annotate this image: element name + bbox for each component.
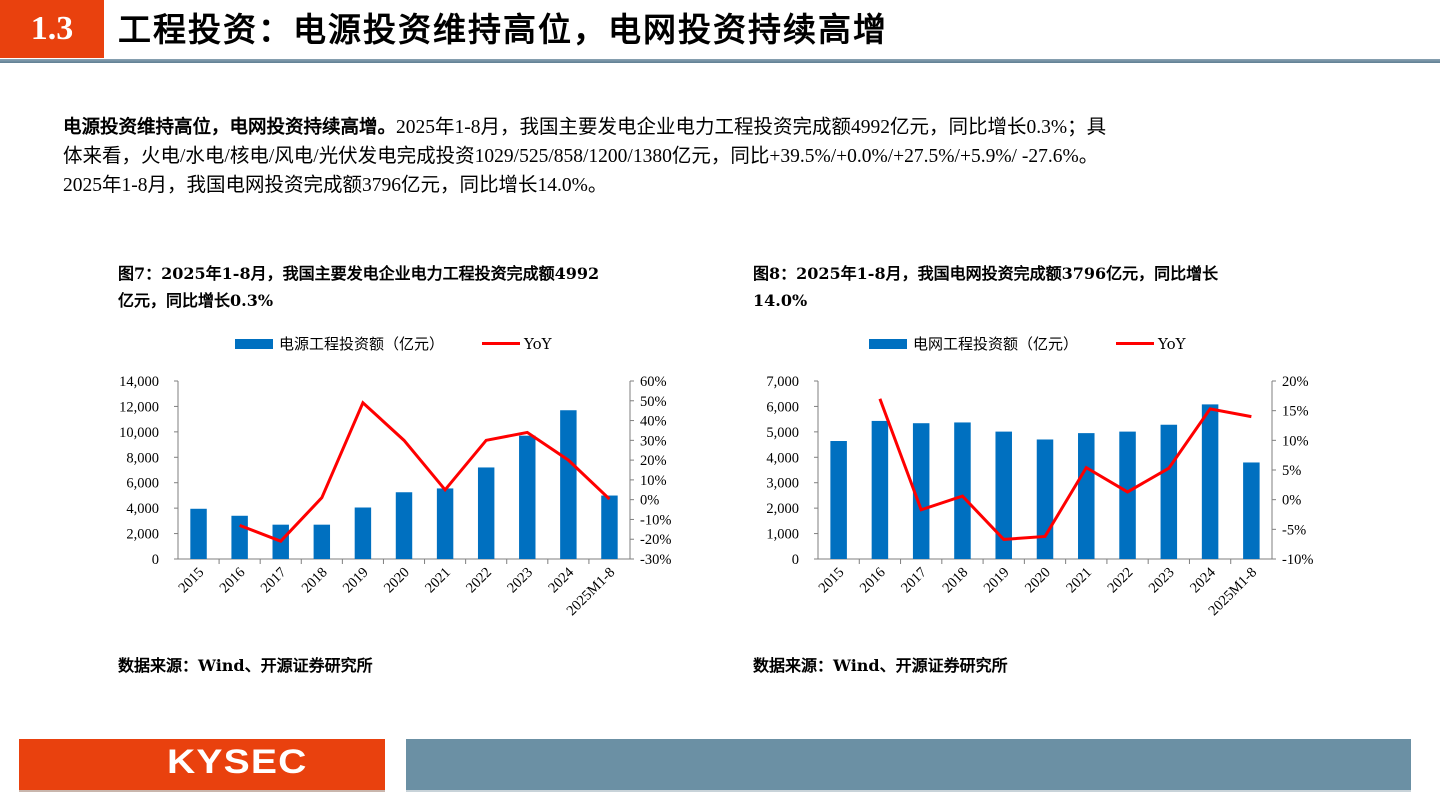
x-tick-label: 2021 xyxy=(422,565,454,597)
y2-tick-label: 15% xyxy=(1282,404,1309,420)
bar xyxy=(1201,404,1219,559)
y2-tick-label: 30% xyxy=(640,433,667,449)
legend-bar-swatch xyxy=(235,338,273,349)
x-tick-label: 2016 xyxy=(217,565,249,597)
x-tick-label: 2022 xyxy=(463,565,495,597)
x-tick-label: 2020 xyxy=(1022,565,1054,597)
summary-line-3: 2025年1-8月，我国电网投资完成额3796亿元，同比增长14.0%。 xyxy=(63,175,608,196)
y-tick-label: 6,000 xyxy=(126,476,159,492)
bar xyxy=(1119,431,1136,559)
y2-tick-label: 0% xyxy=(1282,493,1301,509)
y2-tick-label: -10% xyxy=(1282,552,1313,568)
y-tick-label: 5,000 xyxy=(766,425,799,441)
y2-tick-label: 40% xyxy=(640,414,667,430)
bar xyxy=(436,488,454,559)
figure-7-source: 数据来源：Wind、开源证券研究所 xyxy=(118,656,373,675)
bar xyxy=(313,524,331,559)
y-tick-label: 6,000 xyxy=(766,399,799,415)
y2-tick-label: 0% xyxy=(640,493,659,509)
y2-tick-label: -30% xyxy=(640,552,671,568)
y2-tick-label: 20% xyxy=(640,453,667,469)
y-tick-label: 14,000 xyxy=(119,374,159,390)
bar xyxy=(1160,424,1178,559)
x-tick-label: 2020 xyxy=(381,565,413,597)
figure-7-chart: 0 2,000 4,000 6,000 8,000 10,000 12,000 14,000 -… xyxy=(119,374,671,619)
bar xyxy=(995,431,1012,559)
summary-line-1: 电源投资维持高位，电网投资持续高增。2025年1-8月，我国主要发电企业电力工程… xyxy=(63,117,1107,138)
bar xyxy=(1036,439,1054,559)
x-tick-label: 2018 xyxy=(939,565,971,597)
page-title: 工程投资：电源投资维持高位，电网投资持续高增 xyxy=(118,10,888,49)
x-tick-label: 2015 xyxy=(816,565,848,597)
figure-8-chart: 0 1,000 2,000 3,000 4,000 5,000 6,000 7,000 -10%… xyxy=(766,374,1313,619)
y2-tick-label: -20% xyxy=(640,532,671,548)
yoy-line xyxy=(239,400,611,543)
y2-tick-label: -10% xyxy=(640,512,671,528)
bar xyxy=(190,508,207,559)
figure-8-legend: 电网工程投资额（亿元） YoY xyxy=(869,333,1186,354)
y2-tick-label: 50% xyxy=(640,394,667,410)
x-tick-label: 2022 xyxy=(1105,565,1137,597)
summary-paragraph: 电源投资维持高位，电网投资持续高增。2025年1-8月，我国主要发电企业电力工程… xyxy=(63,113,1393,200)
bar xyxy=(830,441,847,559)
y-tick-label: 0 xyxy=(792,552,799,568)
y2-tick-label: -5% xyxy=(1282,522,1306,538)
yoy-line xyxy=(878,398,1252,541)
header-divider xyxy=(0,59,1440,63)
bar xyxy=(601,495,618,559)
figure-8-source: 数据来源：Wind、开源证券研究所 xyxy=(753,656,1008,675)
section-number-badge: 1.3 xyxy=(0,0,104,58)
x-tick-label: 2023 xyxy=(504,565,536,597)
x-tick-label: 2019 xyxy=(340,565,372,597)
legend-line-swatch xyxy=(1116,342,1155,345)
x-tick-label: 2024 xyxy=(545,564,577,596)
x-tick-label: 2016 xyxy=(857,565,889,597)
legend-line-swatch xyxy=(482,342,521,345)
summary-lead: 电源投资维持高位，电网投资持续高增。 xyxy=(63,117,397,138)
y-tick-label: 4,000 xyxy=(126,501,159,517)
bar xyxy=(231,515,248,559)
figure-8-title: 图8：2025年1-8月，我国电网投资完成额3796亿元，同比增长 14.0% xyxy=(753,264,1219,310)
x-tick-label: 2024 xyxy=(1187,564,1219,596)
bar xyxy=(912,423,930,559)
y-tick-label: 0 xyxy=(152,552,159,568)
y-tick-label: 10,000 xyxy=(119,425,159,441)
x-tick-label: 2018 xyxy=(299,565,331,597)
y-tick-label: 8,000 xyxy=(126,450,159,466)
x-tick-label: 2023 xyxy=(1146,565,1178,597)
y2-tick-label: 10% xyxy=(1282,433,1309,449)
x-tick-label: 2021 xyxy=(1063,565,1095,597)
bar xyxy=(1243,462,1260,559)
legend-bar-swatch xyxy=(869,338,907,349)
bar xyxy=(395,492,413,559)
y2-tick-label: 5% xyxy=(1282,463,1301,479)
footer-bar xyxy=(406,739,1411,792)
y2-tick-label: 20% xyxy=(1282,374,1309,390)
y2-tick-label: 10% xyxy=(640,473,667,489)
y-tick-label: 12,000 xyxy=(119,399,159,415)
x-tick-label: 2019 xyxy=(981,565,1013,597)
figure-7-title: 图7：2025年1-8月，我国主要发电企业电力工程投资完成额4992 亿元，同比… xyxy=(118,264,600,310)
x-tick-label: 2017 xyxy=(258,565,290,597)
bar xyxy=(477,467,495,559)
y-tick-label: 1,000 xyxy=(766,527,799,543)
bar xyxy=(1078,433,1095,559)
bar xyxy=(871,420,889,559)
x-tick-label: 2015 xyxy=(176,565,208,597)
x-tick-label: 2017 xyxy=(898,565,930,597)
bar xyxy=(354,507,372,559)
figure-7-legend: 电源工程投资额（亿元） YoY xyxy=(235,333,552,354)
bar xyxy=(560,410,577,559)
y-tick-label: 2,000 xyxy=(126,527,159,543)
summary-line-2: 体来看，火电/水电/核电/风电/光伏发电完成投资1029/525/858/120… xyxy=(63,146,1099,167)
y-tick-label: 4,000 xyxy=(766,450,799,466)
bar xyxy=(519,435,536,559)
y2-tick-label: 60% xyxy=(640,374,667,390)
y-tick-label: 7,000 xyxy=(766,374,799,390)
y-tick-label: 2,000 xyxy=(766,501,799,517)
bar xyxy=(954,422,971,559)
kysec-logo: KYSEC xyxy=(19,739,385,792)
y-tick-label: 3,000 xyxy=(766,476,799,492)
